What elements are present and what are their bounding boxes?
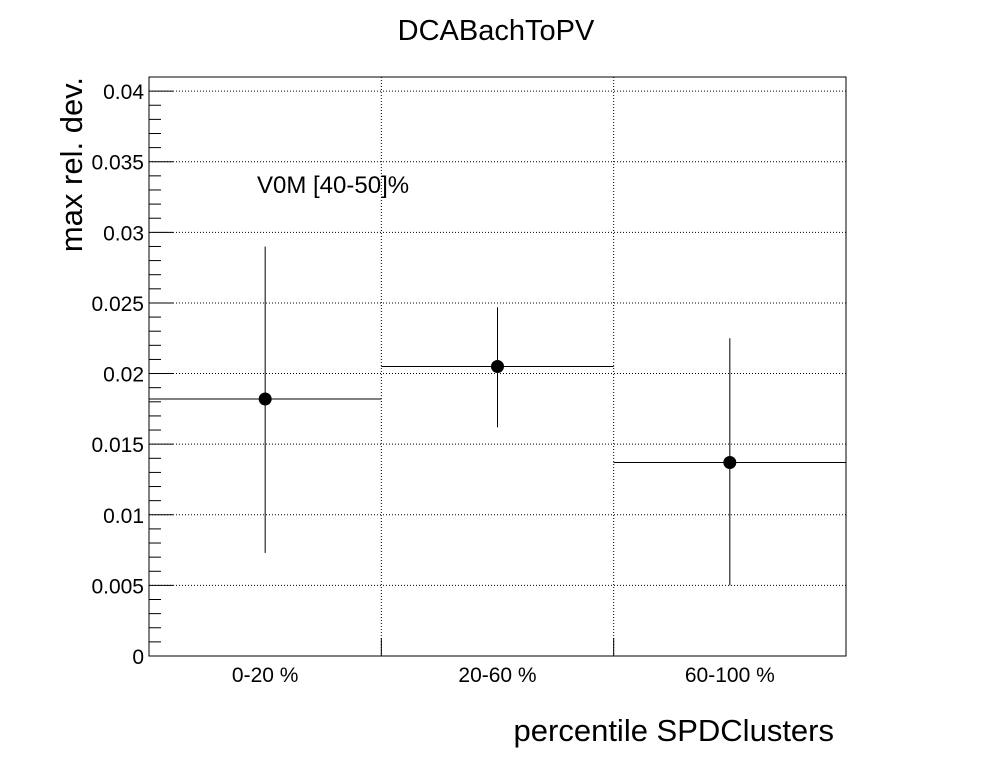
y-tick-label: 0.005 [91,575,144,598]
x-tick-label: 20-60 % [458,664,536,687]
x-tick-label: 60-100 % [685,664,775,687]
data-point [491,360,504,373]
y-tick-label: 0.01 [103,505,144,528]
data-series [149,246,846,586]
y-tick-label: 0.02 [103,364,144,387]
y-tick-label: 0.015 [91,434,144,457]
chart-title: DCABachToPV [398,15,595,47]
y-tick-label: 0.025 [91,293,144,316]
y-tick-label: 0.03 [103,222,144,245]
plot-frame [148,76,847,657]
annotation-label: V0M [40-50]% [257,172,409,199]
y-axis-label: max rel. dev. [54,77,89,252]
x-axis-label: percentile SPDClusters [514,713,834,748]
y-tick-label: 0.035 [91,152,144,175]
data-point [723,456,737,470]
y-axis-ticks: 0 0.005 0.01 0.015 0.02 0.025 0.03 0.035 0.04 0-2… [91,76,775,687]
y-tick-label: 0 [132,646,144,669]
x-tick-label: 0-20 % [232,664,299,687]
data-point [258,392,272,406]
y-tick-label: 0.04 [103,81,144,104]
